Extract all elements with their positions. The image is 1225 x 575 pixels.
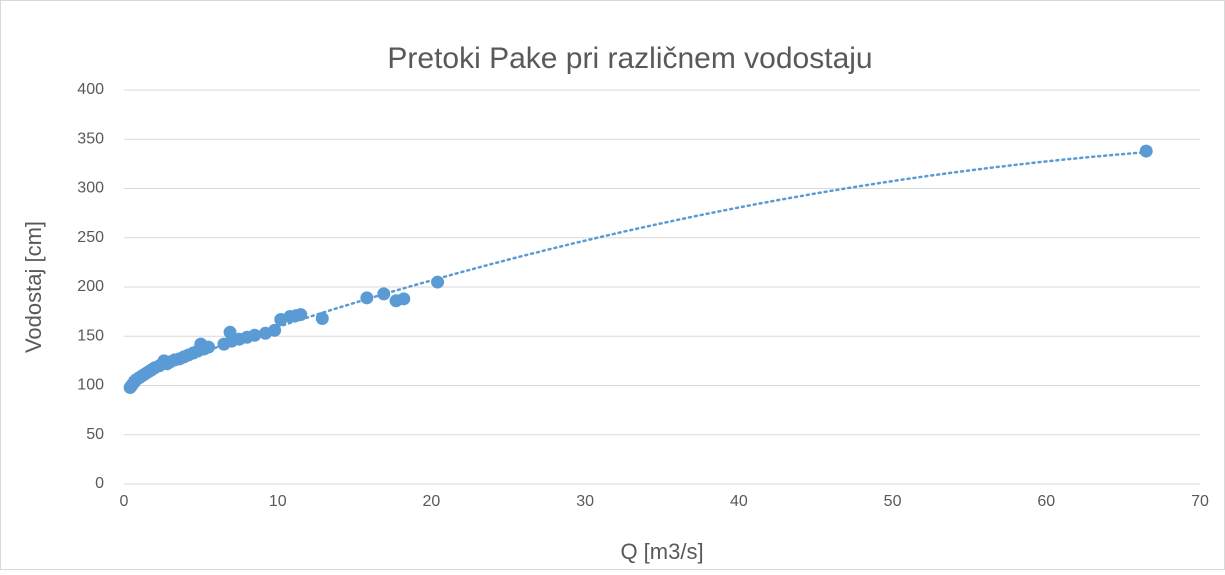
data-point [431, 275, 445, 289]
y-tick-label: 100 [77, 377, 104, 394]
data-point [1139, 144, 1153, 158]
y-tick-label: 0 [95, 475, 104, 492]
y-tick-label: 300 [77, 180, 104, 197]
x-tick-label: 20 [423, 493, 441, 510]
x-tick-label: 40 [730, 493, 748, 510]
y-tick-label: 400 [77, 81, 104, 98]
data-point [268, 323, 282, 337]
data-point [294, 308, 308, 322]
y-tick-label: 200 [77, 278, 104, 295]
y-tick-label: 50 [86, 426, 104, 443]
data-point [248, 328, 262, 342]
x-tick-label: 50 [884, 493, 902, 510]
y-tick-label: 250 [77, 229, 104, 246]
data-point [315, 312, 329, 326]
data-point [377, 287, 391, 301]
x-tick-label: 10 [269, 493, 287, 510]
x-tick-label: 0 [120, 493, 129, 510]
y-axis-label: Vodostaj [cm] [21, 221, 46, 353]
data-point [202, 340, 216, 354]
y-tick-label: 150 [77, 327, 104, 344]
x-tick-label: 30 [576, 493, 594, 510]
x-tick-label: 70 [1191, 493, 1209, 510]
y-tick-label: 350 [77, 130, 104, 147]
chart-title: Pretoki Pake pri različnem vodostaju [387, 42, 872, 75]
x-axis-label: Q [m3/s] [620, 539, 703, 564]
data-point [397, 292, 411, 306]
x-tick-label: 60 [1037, 493, 1055, 510]
data-point [360, 291, 374, 305]
